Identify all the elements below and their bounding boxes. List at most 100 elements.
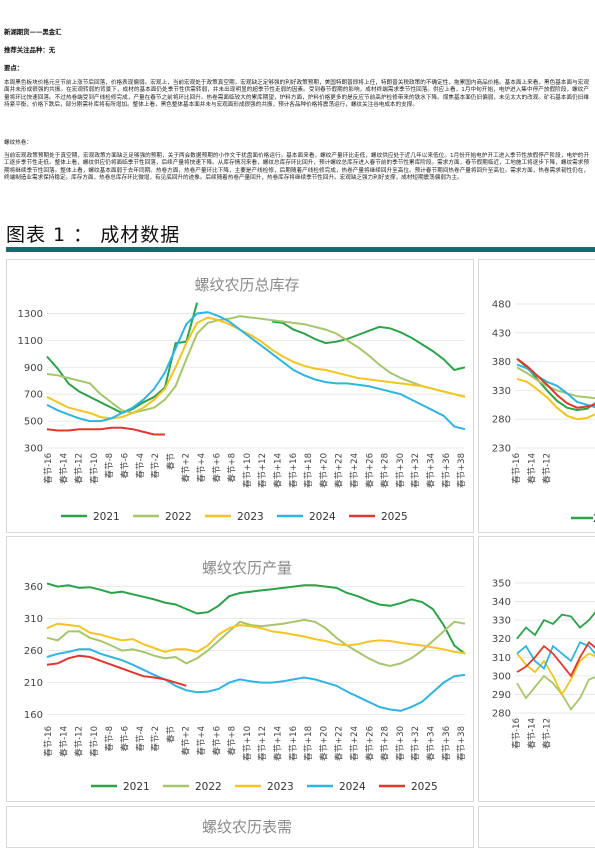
header-line-1: 新湖期货——黑金汇 [4,28,62,36]
x-tick-label: 春节+6 [211,453,222,483]
x-tick-label: 春节+38 [456,453,467,488]
y-tick-label: 260 [24,646,43,657]
series-line-2023 [516,652,595,697]
y-tick-label: 280 [492,415,511,426]
y-tick-label: 340 [492,597,511,608]
chart-panel-third: 螺纹农历表需 [6,806,474,848]
section-label-rebar-hrc: 螺纹热卷： [4,140,32,146]
y-tick-label: 330 [492,386,511,397]
legend-label-2025: 2025 [411,781,438,793]
y-tick-label: 290 [492,690,511,701]
series-line-2023 [46,316,466,420]
x-tick-label: 春节+32 [410,453,421,488]
x-tick-label: 春节-16 [511,718,522,749]
x-tick-label: 春节+24 [349,453,360,488]
x-tick-label: 春节+4 [196,453,207,483]
x-tick-label: 春节-14 [526,453,537,484]
series-line-2025 [46,426,165,436]
chart-title: 螺纹农历总库存 [194,276,299,294]
x-tick-label: 春节-12 [542,718,553,749]
series-line-2023 [46,622,466,655]
chart-title: 螺纹农历产量 [202,559,292,577]
legend-label-2021: 2021 [123,781,150,793]
x-tick-label: 春节+36 [441,453,452,488]
header-line-3: 要点： [4,64,24,72]
y-tick-label: 500 [24,417,43,428]
x-tick-label: 春节-10 [89,726,100,757]
x-tick-label: 春节 [165,726,176,744]
y-tick-label: 700 [24,390,43,401]
x-tick-label: 春节+34 [426,726,437,761]
legend-label-2025: 2025 [381,511,408,523]
series-line-2022 [516,366,595,400]
chart-panel-inventory: 螺纹农历总库存 1300 1100 900 700 500 300 春节-16 春节-14 春节-… [6,259,474,533]
legend-label-2021: 2021 [93,511,120,523]
x-tick-label: 春节+26 [364,726,375,761]
series-line-2024 [516,641,595,670]
x-tick-label: 春节+30 [395,453,406,488]
chart-third-partial: 螺纹农历表需 [202,818,292,836]
y-tick-label: 330 [492,616,511,627]
legend-label-2024: 2024 [339,781,366,793]
x-tick-label: 春节-2 [150,453,161,478]
x-tick-label: 春节+2 [181,453,192,483]
x-tick-label: 春节+20 [318,453,329,488]
y-tick-label: 480 [492,300,511,311]
series-line-2021 [46,302,466,415]
legend-label-2023: 2023 [267,781,294,793]
series-line-2021 [516,611,595,640]
chart-title: 螺纹农历表需 [202,818,292,836]
x-tick-label: 春节+16 [288,726,299,761]
x-tick-label: 春节-2 [150,726,161,751]
x-tick-label: 春节-14 [58,453,69,484]
x-tick-label: 春节+12 [257,453,268,488]
chart-panel-output: 螺纹农历产量 360 310 260 210 160 春节-16 春节-14 春节-12 春节-1… [6,536,474,802]
legend-label-2024: 2024 [309,511,336,523]
y-tick-label: 160 [24,710,43,721]
y-tick-label: 1100 [18,336,43,347]
series-line-2022 [516,674,595,711]
x-tick-label: 春节+20 [318,726,329,761]
series-line-2022 [46,618,466,668]
x-tick-label: 春节+34 [426,453,437,488]
legend-label-2023: 2023 [237,511,264,523]
y-tick-label: 300 [24,444,43,455]
x-tick-label: 春节+16 [288,453,299,488]
x-tick-label: 春节 [165,453,176,471]
x-tick-label: 春节+22 [334,726,345,761]
y-tick-label: 280 [492,709,511,720]
legend-label-2022: 2022 [165,511,192,523]
x-tick-label: 春节-4 [135,453,146,478]
x-tick-label: 春节-16 [43,453,54,484]
x-tick-label: 春节+22 [334,453,345,488]
x-tick-label: 春节-4 [135,726,146,751]
x-tick-label: 春节+8 [227,453,238,483]
series-line-2024 [46,311,466,431]
x-tick-label: 春节-8 [104,726,115,751]
x-tick-label: 春节+14 [273,453,284,488]
summary-paragraph: 本周黑色板块价格元旦节前上涨节后回落，价格表现偏弱。宏观上，当前宏观处于政策真空… [4,80,589,109]
series-line-2021 [46,582,466,655]
x-tick-label: 春节+28 [380,726,391,761]
x-tick-label: 春节+26 [364,453,375,488]
y-tick-label: 360 [24,582,43,593]
y-tick-label: 310 [492,653,511,664]
series-line-2022 [46,315,466,415]
x-tick-label: 春节+6 [211,726,222,756]
x-tick-label: 春节-14 [58,726,69,757]
series-line-2025 [516,357,595,409]
x-tick-label: 春节-6 [120,453,131,478]
y-tick-label: 350 [492,579,511,590]
x-tick-label: 春节+28 [380,453,391,488]
y-tick-label: 380 [492,357,511,368]
y-tick-label: 300 [492,671,511,682]
legend-label-2022: 2022 [195,781,222,793]
y-tick-label: 900 [24,363,43,374]
x-tick-label: 春节+24 [349,726,360,761]
rebar-hrc-paragraph: 当前宏观政策预期处于真空期，宏观政策方面缺乏足够强的预期，关于两会数据预期的小作… [4,153,589,182]
y-tick-label: 230 [492,444,511,455]
series-line-2025 [46,654,187,687]
